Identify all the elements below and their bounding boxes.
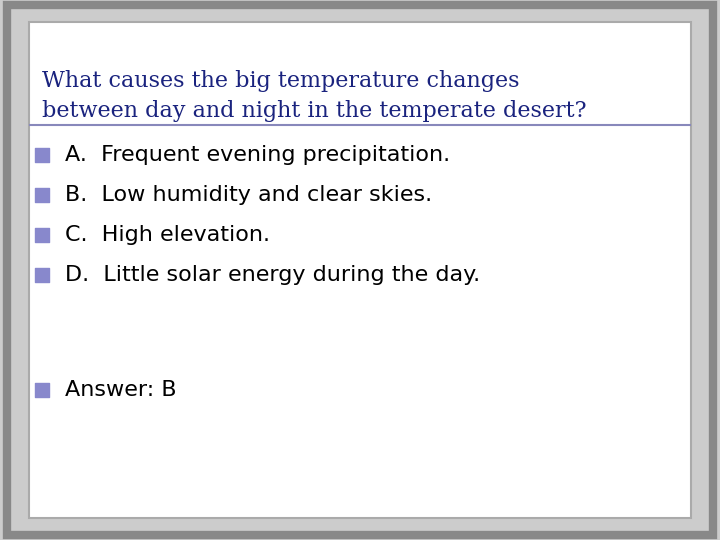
Text: between day and night in the temperate desert?: between day and night in the temperate d… <box>42 100 587 122</box>
Text: D.  Little solar energy during the day.: D. Little solar energy during the day. <box>65 265 480 285</box>
Text: C.  High elevation.: C. High elevation. <box>65 225 270 245</box>
Point <box>36 191 48 199</box>
Text: A.  Frequent evening precipitation.: A. Frequent evening precipitation. <box>65 145 450 165</box>
Point <box>36 151 48 159</box>
Point <box>36 386 48 394</box>
Text: Answer: B: Answer: B <box>65 380 176 400</box>
Text: B.  Low humidity and clear skies.: B. Low humidity and clear skies. <box>65 185 432 205</box>
Text: What causes the big temperature changes: What causes the big temperature changes <box>42 70 520 92</box>
Point <box>36 271 48 279</box>
Point <box>36 231 48 239</box>
